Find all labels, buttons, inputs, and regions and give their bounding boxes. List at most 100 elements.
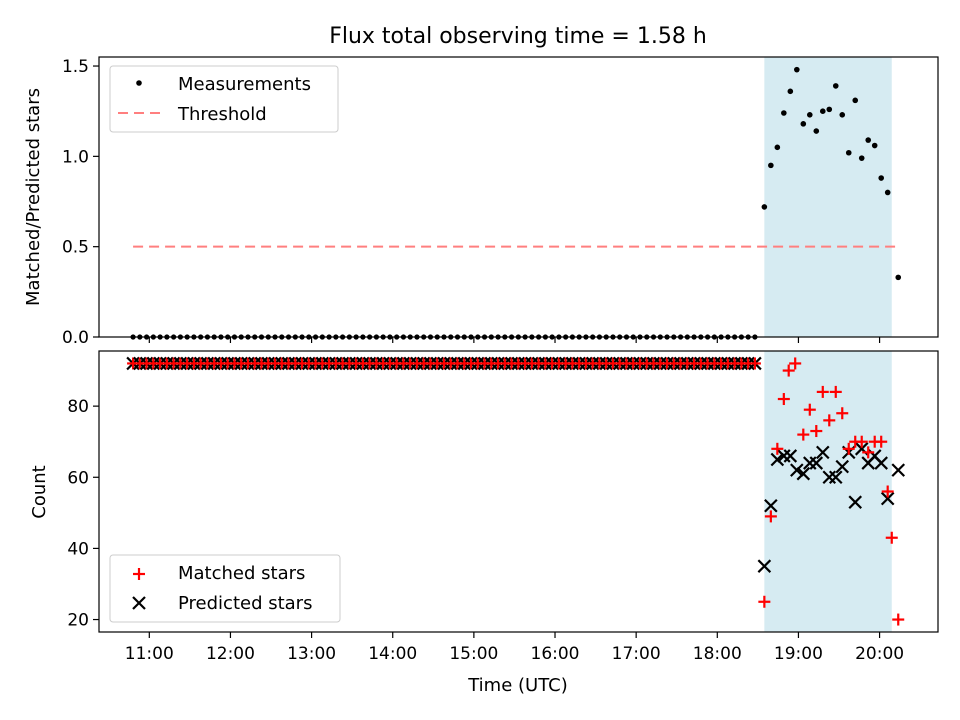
matched-star-point bbox=[836, 407, 849, 420]
predicted-star-point bbox=[783, 449, 798, 463]
predicted-star-point bbox=[816, 445, 830, 460]
measurement-point bbox=[832, 83, 839, 89]
bottom-y-tick-label: 20 bbox=[67, 611, 89, 631]
measurement-point bbox=[761, 204, 768, 210]
x-tick-label: 11:00 bbox=[125, 644, 174, 664]
predicted-star-point bbox=[809, 456, 824, 470]
measurement-point bbox=[819, 108, 826, 114]
top-y-axis-label: Matched/Predicted stars bbox=[23, 88, 44, 306]
measurement-point bbox=[768, 162, 774, 169]
legend-predicted-label: Predicted stars bbox=[178, 593, 312, 614]
matched-star-point bbox=[829, 385, 842, 398]
legend-measurements-label: Measurements bbox=[178, 74, 311, 95]
measurement-point bbox=[871, 142, 878, 149]
x-tick-label: 13:00 bbox=[287, 644, 336, 664]
measurement-point bbox=[858, 155, 865, 161]
measurement-point bbox=[895, 274, 902, 281]
matched-star-point bbox=[862, 446, 875, 459]
matched-star-point bbox=[797, 428, 810, 441]
top-y-tick-label: 0.0 bbox=[62, 328, 89, 348]
matched-star-point bbox=[758, 595, 771, 608]
predicted-star-point bbox=[764, 498, 778, 513]
measurement-point bbox=[800, 121, 807, 127]
predicted-star-point bbox=[880, 491, 895, 506]
matched-star-point-constant bbox=[748, 357, 761, 370]
x-tick-label: 19:00 bbox=[774, 644, 823, 664]
bottom-shaded-region bbox=[764, 351, 892, 632]
measurement-point bbox=[774, 144, 781, 151]
x-axis-label: Time (UTC) bbox=[467, 675, 568, 696]
measurement-point bbox=[884, 189, 891, 196]
top-y-axis: 0.0 0.5 1.0 1.5 bbox=[62, 57, 99, 348]
legend-measurements-marker bbox=[136, 80, 142, 86]
bottom-y-tick-label: 80 bbox=[67, 397, 89, 417]
bottom-y-axis: 20 40 60 80 bbox=[67, 397, 99, 631]
matched-star-point bbox=[823, 414, 836, 427]
top-y-tick-label: 0.5 bbox=[62, 238, 89, 258]
bottom-y-axis-label: Count bbox=[29, 465, 50, 518]
x-tick-label: 16:00 bbox=[531, 644, 580, 664]
measurement-point bbox=[865, 137, 872, 143]
bottom-plot-frame bbox=[98, 350, 939, 633]
measurement-point bbox=[787, 88, 794, 95]
matched-star-point bbox=[855, 435, 868, 448]
measurement-point bbox=[794, 66, 800, 73]
bottom-x-axis: 11:00 12:00 13:00 14:00 15:00 16:00 17:00 18:00… bbox=[125, 632, 904, 664]
measurement-point bbox=[839, 112, 846, 118]
matched-star-point bbox=[816, 385, 829, 398]
predicted-star-point bbox=[796, 466, 811, 481]
measurement-point bbox=[845, 149, 852, 156]
top-plot-frame bbox=[98, 56, 939, 338]
bottom-y-tick-label: 60 bbox=[67, 468, 89, 488]
predicted-star-point bbox=[790, 463, 804, 477]
top-legend-box bbox=[109, 65, 339, 133]
x-tick-label: 17:00 bbox=[612, 644, 661, 664]
bottom-legend: Matched stars Predicted stars bbox=[109, 554, 341, 623]
matched-star-point bbox=[810, 425, 823, 438]
matched-star-point bbox=[789, 357, 802, 370]
predicted-star-point bbox=[757, 559, 772, 573]
measurement-point bbox=[826, 106, 833, 113]
bottom-y-tick-label: 40 bbox=[67, 539, 89, 559]
matched-star-point bbox=[885, 531, 898, 544]
top-shaded-region bbox=[764, 57, 892, 337]
measurement-point bbox=[781, 110, 787, 116]
predicted-star-point bbox=[835, 459, 850, 474]
measurement-point bbox=[806, 112, 813, 118]
top-legend: Measurements Threshold bbox=[109, 65, 339, 133]
top-y-tick-label: 1.0 bbox=[62, 147, 89, 167]
legend-predicted-marker bbox=[132, 596, 146, 610]
predicted-star-point bbox=[828, 470, 843, 485]
x-tick-label: 20:00 bbox=[855, 644, 904, 664]
matched-star-point bbox=[875, 435, 888, 448]
top-y-tick-label: 1.5 bbox=[62, 57, 89, 77]
matched-star-point bbox=[764, 510, 777, 523]
top-x-ticks bbox=[148, 337, 881, 343]
predicted-star-point bbox=[770, 452, 785, 467]
matched-star-point bbox=[842, 442, 855, 455]
matched-star-point bbox=[892, 613, 905, 626]
x-tick-label: 14:00 bbox=[368, 644, 417, 664]
matched-star-point bbox=[771, 442, 784, 455]
bottom-legend-box bbox=[109, 554, 341, 623]
matched-star-point bbox=[881, 485, 894, 498]
measurement-point bbox=[813, 128, 820, 134]
bottom-marks bbox=[126, 356, 906, 626]
matched-star-point bbox=[777, 393, 790, 406]
x-tick-label: 15:00 bbox=[449, 644, 498, 664]
figure-title: Flux total observing time = 1.58 h bbox=[329, 24, 707, 49]
predicted-star-point bbox=[891, 463, 906, 477]
x-tick-label: 12:00 bbox=[206, 644, 255, 664]
legend-threshold-label: Threshold bbox=[177, 104, 267, 125]
measurement-point bbox=[878, 175, 885, 181]
legend-matched-marker bbox=[133, 568, 145, 580]
top-panel: 0.0 0.5 1.0 1.5 Matched/Predicted stars Mea… bbox=[23, 56, 939, 348]
legend-matched-label: Matched stars bbox=[178, 563, 305, 584]
measurement-point bbox=[852, 97, 859, 104]
predicted-star-point bbox=[848, 495, 863, 509]
x-tick-label: 18:00 bbox=[693, 644, 742, 664]
matched-star-point bbox=[782, 364, 795, 377]
matched-star-point bbox=[803, 403, 816, 416]
